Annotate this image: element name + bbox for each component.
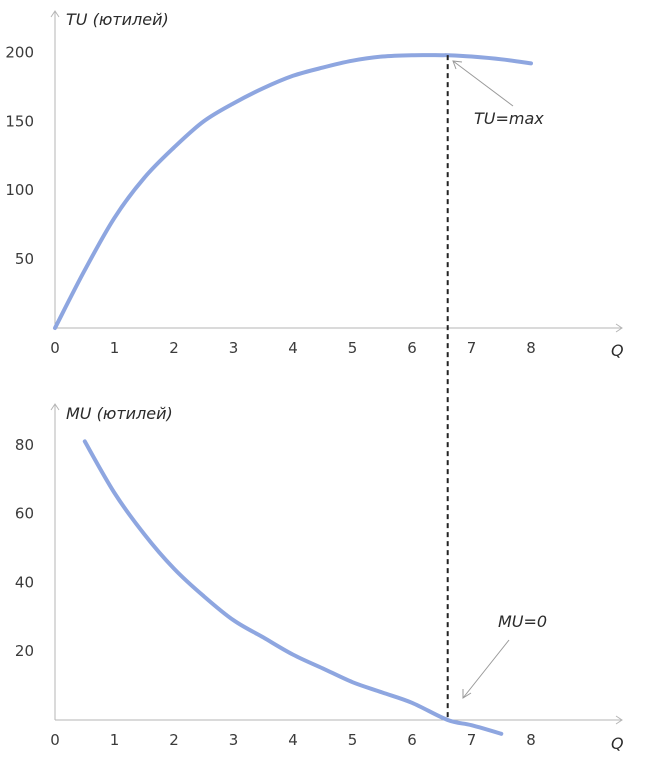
mu-x-tick-5: 5 (348, 731, 358, 749)
mu-x-tick-4: 4 (288, 731, 298, 749)
mu-x-tick-3: 3 (229, 731, 239, 749)
mu-x-tick-7: 7 (467, 731, 477, 749)
mu-y-tick-80: 80 (15, 436, 34, 454)
mu-x-tick-0: 0 (50, 731, 60, 749)
tu-x-tick-0: 0 (50, 339, 60, 357)
mu-x-tick-2: 2 (169, 731, 179, 749)
mu-chart: MU (ютилей) Q 0 1 2 3 4 5 6 7 8 20 40 60 80 MU=0 (15, 403, 624, 753)
tu-y-tick-150: 150 (5, 112, 34, 130)
tu-x-tick-2: 2 (169, 339, 179, 357)
tu-y-tick-50: 50 (15, 250, 34, 268)
tu-y-arrowhead (50, 10, 60, 18)
mu-y-tick-labels: 20 40 60 80 (15, 436, 34, 660)
mu-curve (82, 439, 504, 736)
tu-x-tick-labels: 0 1 2 3 4 5 6 7 8 (50, 339, 536, 357)
mu-y-arrowhead (50, 403, 60, 411)
tu-x-axis-title: Q (611, 341, 624, 360)
mu-x-tick-1: 1 (110, 731, 120, 749)
mu-x-tick-labels: 0 1 2 3 4 5 6 7 8 (50, 731, 536, 749)
tu-x-tick-8: 8 (526, 339, 536, 357)
mu-x-tick-6: 6 (407, 731, 417, 749)
tu-y-tick-200: 200 (5, 43, 34, 61)
mu-x-axis-title: Q (611, 734, 624, 753)
tu-x-tick-1: 1 (110, 339, 120, 357)
tu-y-axis-title: TU (ютилей) (66, 10, 169, 29)
tu-x-tick-5: 5 (348, 339, 358, 357)
mu-x-tick-8: 8 (526, 731, 536, 749)
mu-y-tick-60: 60 (15, 505, 34, 523)
mu-x-arrowhead (615, 715, 623, 725)
tu-x-tick-4: 4 (288, 339, 298, 357)
tu-curve (53, 53, 533, 330)
tu-chart: TU (ютилей) Q 0 1 2 3 4 5 6 7 8 50 100 150 200 TU=m… (5, 10, 623, 360)
tu-x-tick-7: 7 (467, 339, 477, 357)
tu-x-tick-3: 3 (229, 339, 239, 357)
tu-max-label: TU=max (474, 109, 544, 128)
tu-x-tick-6: 6 (407, 339, 417, 357)
tu-y-tick-100: 100 (5, 181, 34, 199)
mu-y-axis-title: MU (ютилей) (66, 404, 173, 423)
tu-max-pointer (452, 60, 514, 107)
mu-zero-label: MU=0 (498, 612, 547, 631)
mu-zero-pointer (462, 639, 510, 699)
tu-y-tick-labels: 50 100 150 200 (5, 43, 34, 268)
mu-y-tick-40: 40 (15, 573, 34, 591)
mu-y-tick-20: 20 (15, 642, 34, 660)
tu-x-arrowhead (615, 323, 623, 333)
